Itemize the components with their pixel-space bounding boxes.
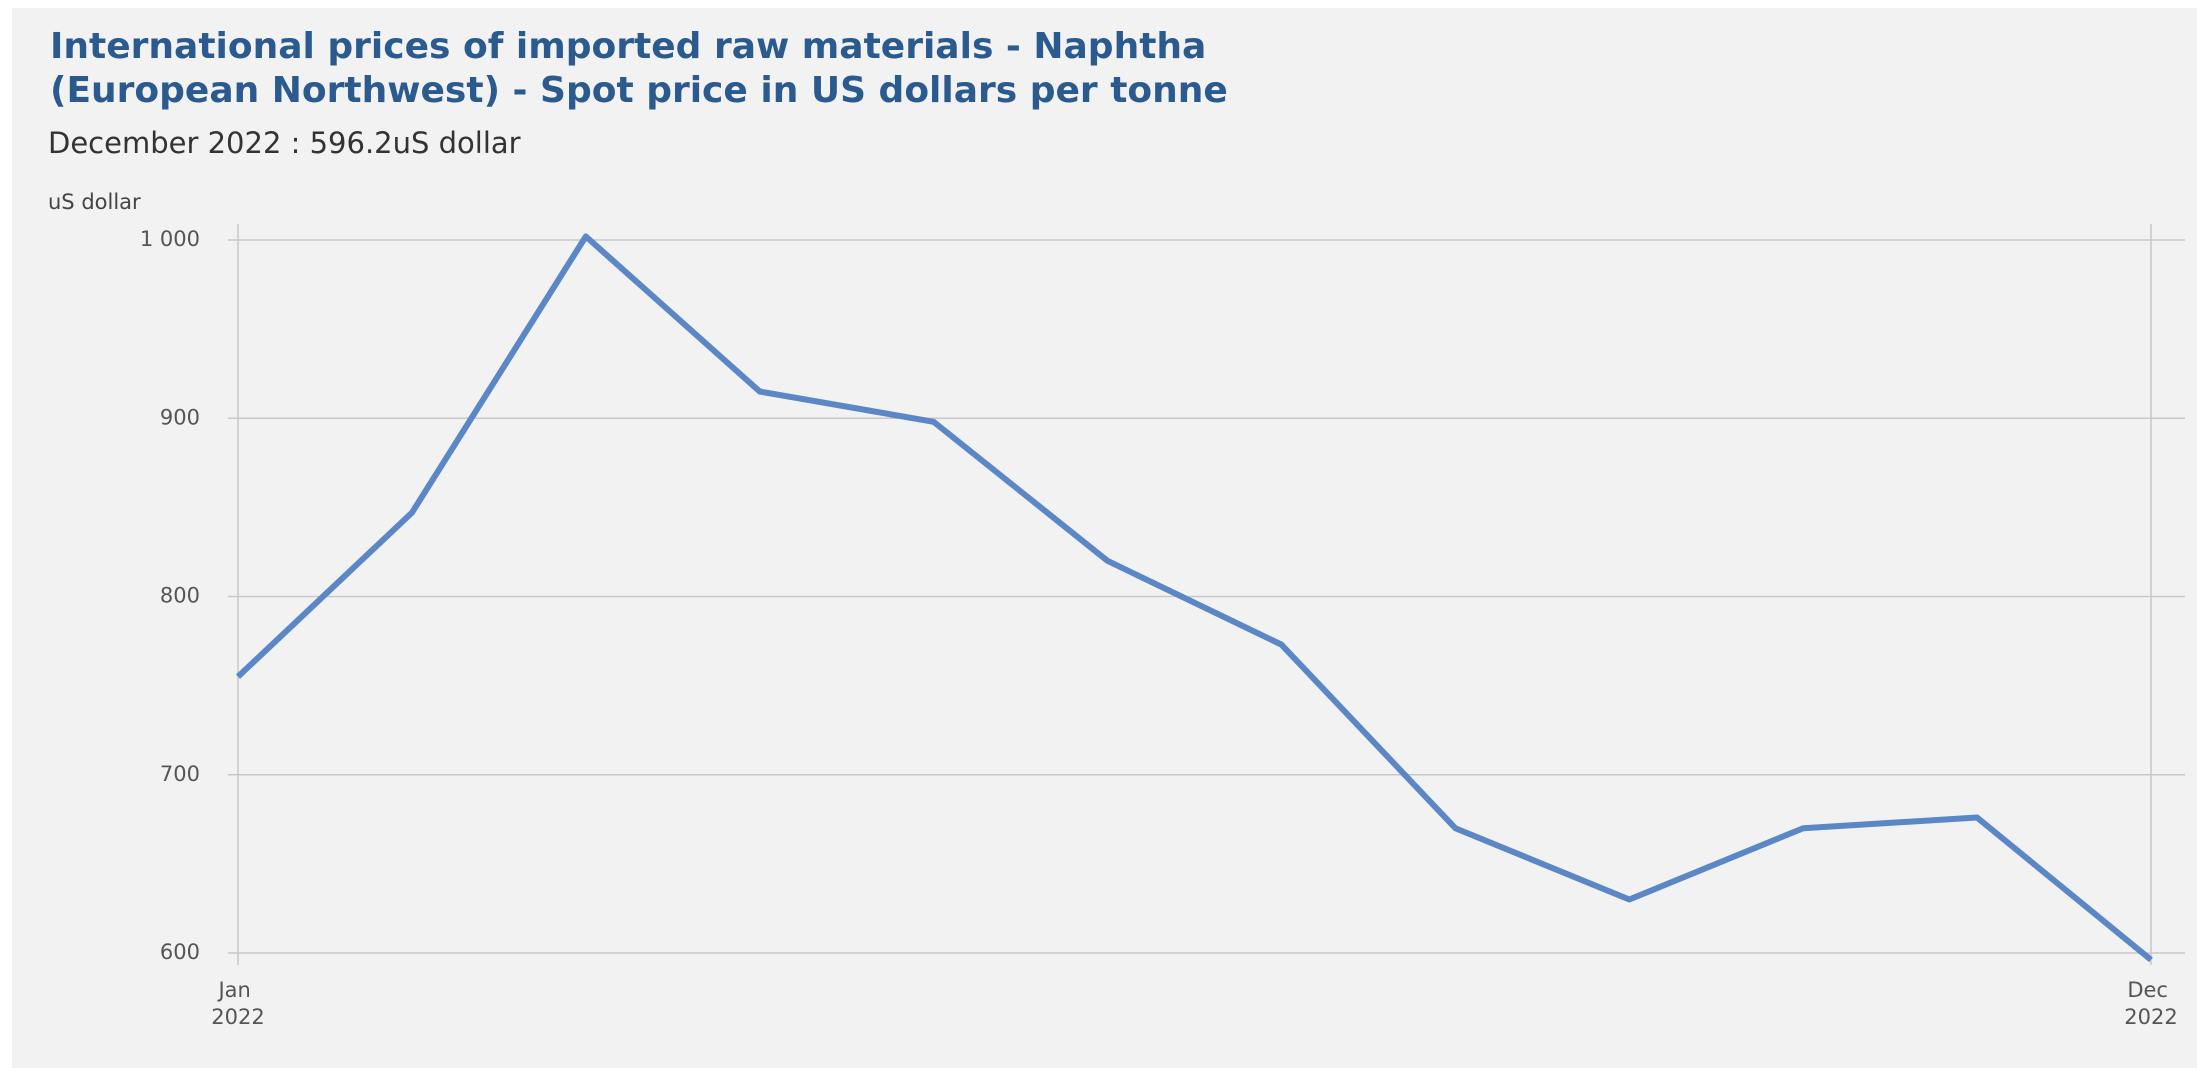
y-tick-label: 900 (160, 405, 200, 429)
chart-subtitle: December 2022 : 596.2uS dollar (48, 126, 521, 160)
y-tick-label: 700 (160, 762, 200, 786)
y-tick-label: 600 (160, 940, 200, 964)
y-tick-label: 800 (160, 584, 200, 608)
chart-title: (European Northwest) - Spot price in US … (50, 70, 1228, 111)
data-line (235, 233, 2153, 963)
x-tick-label: Jan 2022 (211, 978, 264, 1029)
chart-background (12, 8, 2197, 1068)
y-axis-label: uS dollar (48, 190, 141, 214)
chart-title: International prices of imported raw mat… (50, 26, 1206, 67)
x-tick-label: Dec 2022 (2124, 978, 2177, 1029)
y-tick-label: 1 000 (140, 227, 200, 251)
